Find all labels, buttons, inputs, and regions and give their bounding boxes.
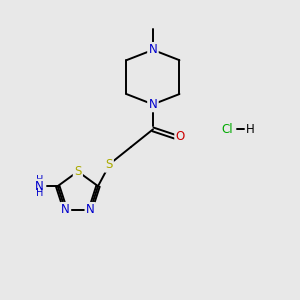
Text: N: N	[86, 203, 95, 216]
Text: N: N	[148, 44, 157, 56]
Text: H: H	[36, 188, 43, 198]
Text: H: H	[246, 123, 255, 136]
Text: N: N	[35, 180, 44, 193]
Text: N: N	[148, 98, 157, 111]
Text: Cl: Cl	[221, 123, 233, 136]
Text: S: S	[74, 165, 82, 178]
Text: N: N	[61, 203, 70, 216]
Text: O: O	[176, 130, 185, 143]
Text: S: S	[105, 158, 112, 171]
Text: H: H	[36, 175, 43, 185]
